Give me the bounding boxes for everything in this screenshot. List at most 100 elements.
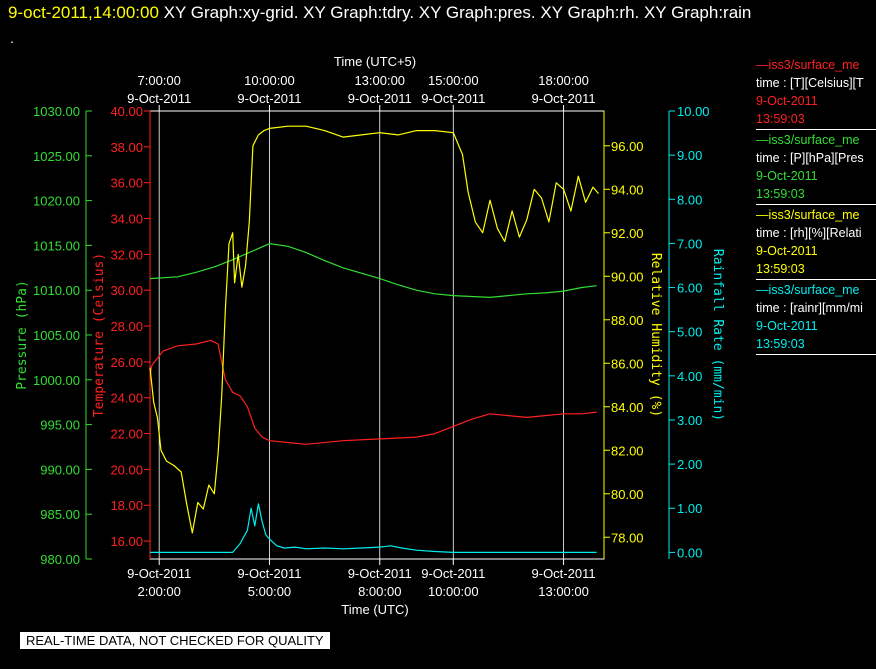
- x-tick-label: 9-Oct-2011: [127, 566, 191, 581]
- temperature-tick-label: 22.00: [110, 427, 143, 442]
- rain-tick-label: 2.00: [677, 457, 702, 472]
- legend-line: 13:59:03: [756, 262, 805, 276]
- temperature-tick-label: 34.00: [110, 212, 143, 227]
- legend-series-name: —iss3/surface_me: [756, 133, 860, 147]
- temperature-axis-title: Temperature (Celsius): [92, 253, 107, 417]
- legend: —iss3/surface_me time : [T][Celsius][T 9-O…: [756, 56, 876, 356]
- humidity-tick-label: 90.00: [611, 269, 644, 284]
- x-tick-label: 10:00:00: [428, 584, 479, 599]
- x-tick-label: 5:00:00: [248, 584, 291, 599]
- temperature-tick-label: 20.00: [110, 462, 143, 477]
- x-tick-label: 9-Oct-2011: [348, 566, 412, 581]
- humidity-tick-label: 86.00: [611, 356, 644, 371]
- humidity-tick-label: 94.00: [611, 182, 644, 197]
- temperature-tick-label: 36.00: [110, 176, 143, 191]
- series-line-rain: [150, 503, 597, 554]
- x-top-tick-label: 9-Oct-2011: [348, 91, 412, 106]
- x-tick-label: 9-Oct-2011: [421, 566, 485, 581]
- header-datetime: 9-oct-2011,14:00:00: [8, 3, 159, 22]
- x-top-tick-label: 9-Oct-2011: [237, 91, 301, 106]
- pressure-tick-label: 1025.00: [33, 149, 80, 164]
- legend-line: 9-Oct-2011: [756, 319, 818, 333]
- rain-tick-label: 3.00: [677, 413, 702, 428]
- rain-axis-title: Rainfall Rate (mm/min): [710, 249, 725, 421]
- legend-line: 13:59:03: [756, 112, 805, 126]
- pressure-tick-label: 1000.00: [33, 373, 80, 388]
- humidity-tick-label: 96.00: [611, 139, 644, 154]
- x-top-tick-label: 9-Oct-2011: [532, 91, 596, 106]
- rain-tick-label: 6.00: [677, 281, 702, 296]
- legend-line: 9-Oct-2011: [756, 244, 818, 258]
- humidity-tick-label: 92.00: [611, 226, 644, 241]
- x-top-tick-label: 7:00:00: [138, 73, 181, 88]
- temperature-tick-label: 28.00: [110, 319, 143, 334]
- pressure-tick-label: 1010.00: [33, 283, 80, 298]
- window-title-bar: 9-oct-2011,14:00:00 XY Graph:xy-grid. XY…: [8, 3, 751, 23]
- x-top-tick-label: 9-Oct-2011: [421, 91, 485, 106]
- x-tick-label: 13:00:00: [538, 584, 589, 599]
- humidity-tick-label: 78.00: [611, 530, 644, 545]
- pressure-axis-title: Pressure (hPa): [15, 280, 30, 390]
- rain-tick-label: 10.00: [677, 104, 710, 119]
- series-line-humidity: [149, 125, 599, 534]
- pressure-tick-label: 990.00: [40, 462, 80, 477]
- rain-tick-label: 0.00: [677, 545, 702, 560]
- humidity-tick-label: 88.00: [611, 313, 644, 328]
- rain-tick-label: 7.00: [677, 236, 702, 251]
- x-tick-label: 9-Oct-2011: [237, 566, 301, 581]
- legend-series-name: —iss3/surface_me: [756, 283, 860, 297]
- temperature-tick-label: 16.00: [110, 534, 143, 549]
- temperature-tick-label: 24.00: [110, 391, 143, 406]
- temperature-tick-label: 32.00: [110, 247, 143, 262]
- legend-line: 9-Oct-2011: [756, 94, 818, 108]
- pressure-tick-label: 980.00: [40, 552, 80, 567]
- x-top-axis-title: Time (UTC+5): [334, 54, 416, 69]
- rain-tick-label: 9.00: [677, 148, 702, 163]
- humidity-tick-label: 82.00: [611, 443, 644, 458]
- temperature-tick-label: 18.00: [110, 498, 143, 513]
- x-top-tick-label: 13:00:00: [354, 73, 405, 88]
- legend-line: 13:59:03: [756, 187, 805, 201]
- rain-tick-label: 8.00: [677, 192, 702, 207]
- legend-line: 9-Oct-2011: [756, 169, 818, 183]
- x-top-tick-label: 15:00:00: [428, 73, 479, 88]
- humidity-axis-title: Relative Humidity (%): [648, 253, 663, 417]
- x-top-tick-label: 9-Oct-2011: [127, 91, 191, 106]
- temperature-tick-label: 40.00: [110, 104, 143, 119]
- legend-entry: —iss3/surface_me time : [rainr][mm/mi 9-Oc…: [756, 281, 876, 355]
- header-graph-tabs[interactable]: XY Graph:xy-grid. XY Graph:tdry. XY Grap…: [163, 3, 752, 22]
- humidity-tick-label: 84.00: [611, 400, 644, 415]
- x-top-tick-label: 18:00:00: [538, 73, 589, 88]
- temperature-tick-label: 26.00: [110, 355, 143, 370]
- temperature-tick-label: 30.00: [110, 283, 143, 298]
- rain-tick-label: 4.00: [677, 369, 702, 384]
- x-tick-label: 8:00:00: [358, 584, 401, 599]
- pressure-tick-label: 995.00: [40, 418, 80, 433]
- pressure-tick-label: 1005.00: [33, 328, 80, 343]
- legend-line: 13:59:03: [756, 337, 805, 351]
- x-tick-label: 9-Oct-2011: [532, 566, 596, 581]
- pressure-tick-label: 1030.00: [33, 104, 80, 119]
- series-line-temperature: [149, 339, 597, 445]
- header-dot: .: [10, 30, 14, 46]
- pressure-tick-label: 1020.00: [33, 194, 80, 209]
- series-line-pressure: [149, 243, 597, 298]
- legend-series-name: —iss3/surface_me: [756, 208, 860, 222]
- rain-tick-label: 5.00: [677, 325, 702, 340]
- quality-warning-banner: REAL-TIME DATA, NOT CHECKED FOR QUALITY: [20, 632, 330, 649]
- legend-line: time : [P][hPa][Pres: [756, 151, 864, 165]
- rain-tick-label: 1.00: [677, 501, 702, 516]
- plot-frame: [149, 110, 605, 560]
- temperature-tick-label: 38.00: [110, 140, 143, 155]
- legend-line: time : [rh][%][Relati: [756, 226, 862, 240]
- humidity-tick-label: 80.00: [611, 487, 644, 502]
- pressure-tick-label: 985.00: [40, 507, 80, 522]
- x-top-tick-label: 10:00:00: [244, 73, 295, 88]
- x-bottom-axis-title: Time (UTC): [341, 602, 408, 617]
- legend-series-name: —iss3/surface_me: [756, 58, 860, 72]
- legend-line: time : [T][Celsius][T: [756, 76, 864, 90]
